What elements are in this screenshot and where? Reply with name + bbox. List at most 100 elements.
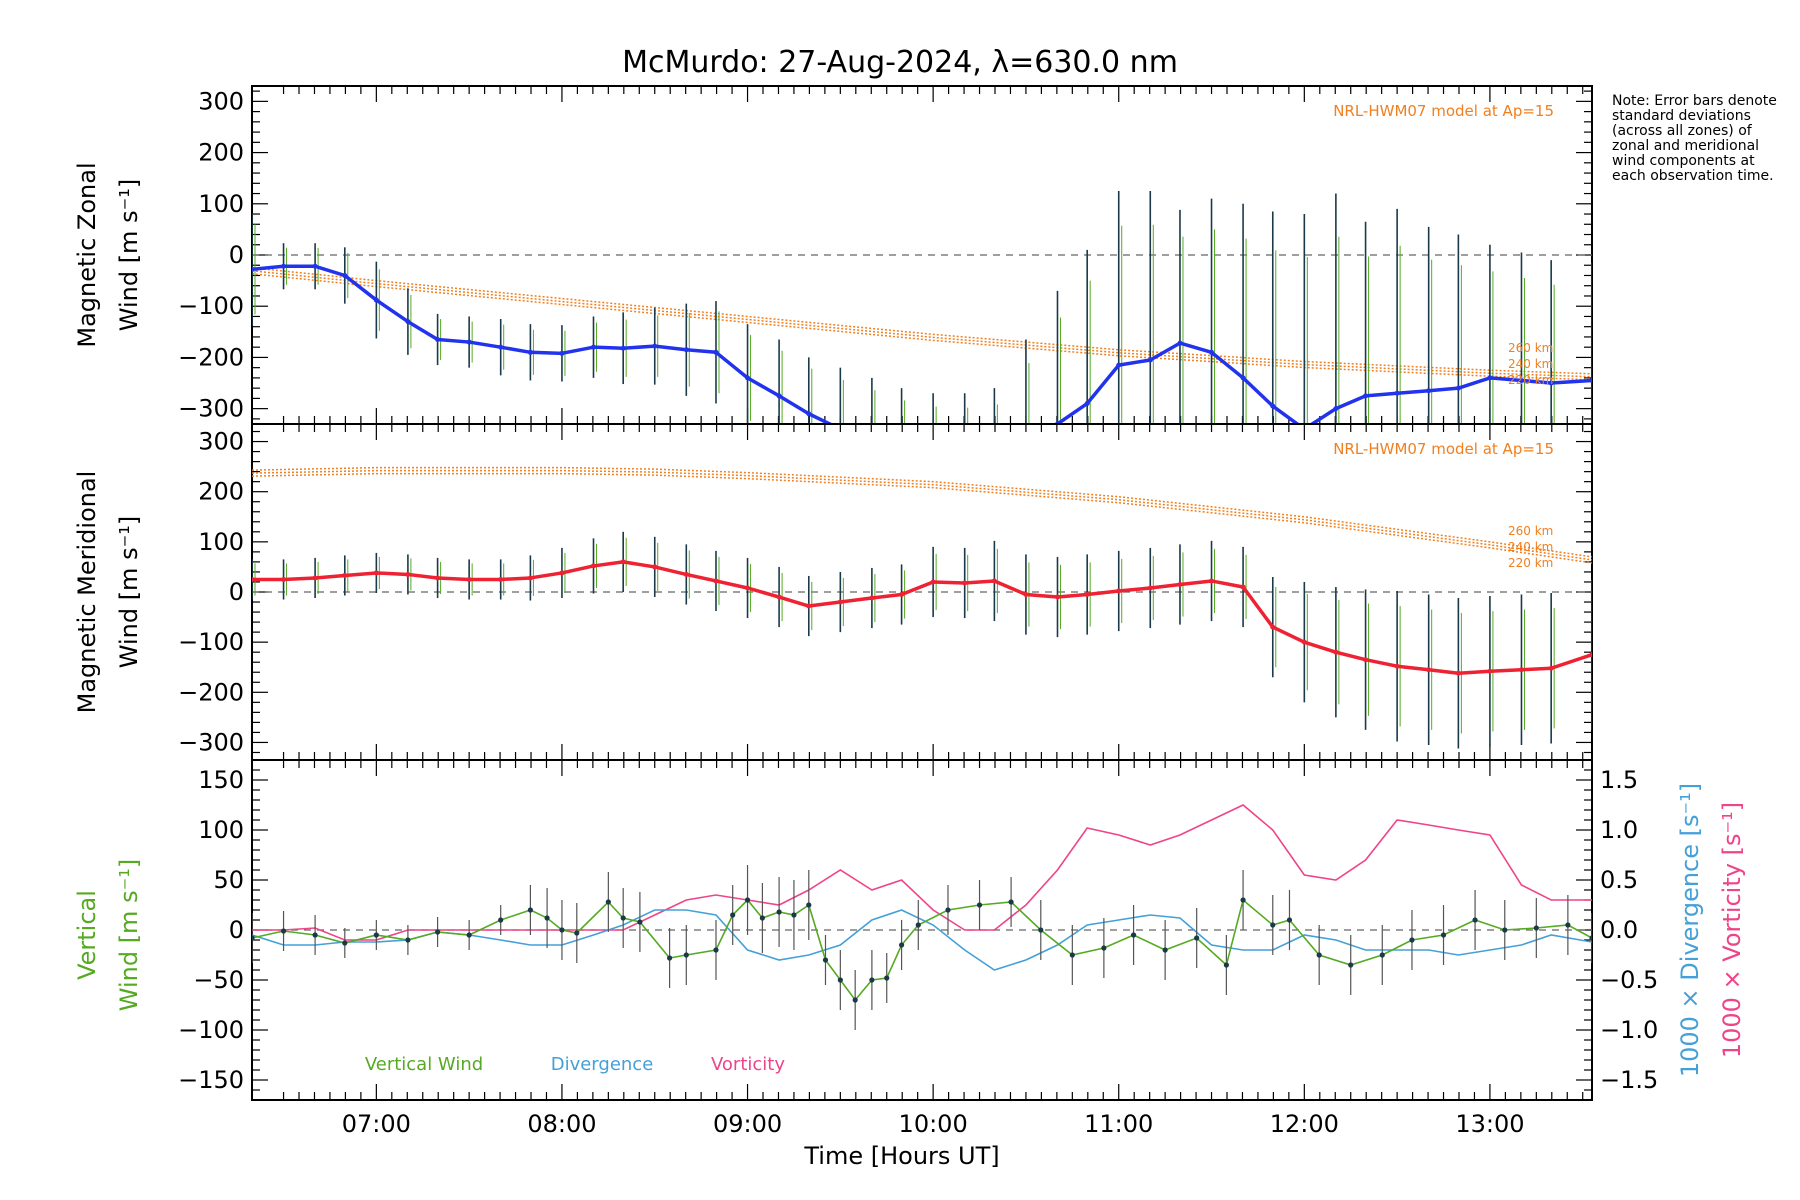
- data-point: [884, 975, 890, 981]
- x-tick-label: 12:00: [1270, 1110, 1339, 1138]
- data-point: [637, 919, 643, 925]
- panel-zonal: 300 200 100 0 −100 −200 −300 Magnetic Zonal Wind…: [73, 85, 1593, 460]
- data-point: [1394, 663, 1400, 669]
- y2-tick-label: 1.0: [1600, 816, 1638, 844]
- data-point: [652, 343, 658, 349]
- data-point: [745, 375, 751, 381]
- y-tick-label: 300: [198, 87, 244, 115]
- data-point: [915, 922, 921, 928]
- data-point: [544, 915, 550, 921]
- data-point: [498, 344, 504, 350]
- data-point: [1487, 668, 1493, 674]
- data-point: [962, 580, 968, 586]
- y-tick-label: 50: [213, 866, 244, 894]
- data-point: [759, 915, 765, 921]
- data-point: [1533, 925, 1539, 931]
- data-point: [281, 263, 287, 269]
- model-curve-1: [252, 270, 1592, 378]
- data-point: [405, 319, 411, 325]
- data-point: [1209, 578, 1215, 584]
- data-point: [434, 929, 441, 935]
- y-tick-label: −300: [178, 395, 244, 423]
- data-point: [1565, 922, 1571, 928]
- y-tick-label: −200: [178, 678, 244, 706]
- data-point: [1194, 935, 1200, 941]
- y-tick-label: −100: [178, 292, 244, 320]
- y-axis-label: Wind [m s⁻¹]: [115, 516, 143, 668]
- data-point: [776, 909, 782, 915]
- data-point: [837, 977, 843, 983]
- data-point: [1023, 455, 1028, 460]
- data-point: [1316, 952, 1322, 958]
- data-point: [435, 575, 441, 581]
- data-point: [1379, 952, 1385, 958]
- data-point: [791, 912, 797, 918]
- y2-axis-label-vorticity: 1000 × Vorticity [s⁻¹]: [1718, 802, 1746, 1058]
- y-axis-label: Wind [m s⁻¹]: [115, 859, 143, 1011]
- data-point: [713, 578, 719, 584]
- data-point: [869, 595, 875, 601]
- y-tick-label: −300: [178, 728, 244, 756]
- data-point: [1116, 588, 1122, 594]
- data-point: [806, 603, 812, 609]
- data-point: [527, 575, 533, 581]
- data-point: [590, 344, 596, 350]
- data-point: [869, 437, 874, 442]
- y2-tick-label: −1.0: [1600, 1016, 1658, 1044]
- y-tick-label: −200: [178, 343, 244, 371]
- data-point: [991, 578, 997, 584]
- data-point: [1116, 362, 1122, 368]
- y-tick-label: −100: [178, 1016, 244, 1044]
- series-line-zonal: [252, 264, 1592, 424]
- data-point: [1589, 652, 1592, 658]
- model-label: NRL-HWM07 model at Ap=15: [1333, 102, 1554, 120]
- data-point: [312, 932, 318, 938]
- data-point: [281, 576, 287, 582]
- data-point: [252, 576, 255, 582]
- data-point: [1240, 584, 1246, 590]
- data-point: [1589, 377, 1592, 383]
- y-tick-label: 0: [229, 578, 244, 606]
- data-point: [899, 592, 905, 598]
- y2-tick-label: −0.5: [1600, 966, 1658, 994]
- data-point: [1130, 932, 1137, 938]
- data-point: [312, 263, 318, 269]
- data-point: [1455, 385, 1461, 391]
- error-bar-note: Note: Error bars denote standard deviati…: [1612, 93, 1777, 184]
- data-point: [527, 349, 533, 355]
- data-point: [620, 915, 626, 921]
- legend-divergence: Divergence: [551, 1054, 654, 1075]
- y-tick-label: 100: [198, 528, 244, 556]
- y-axis-label: Magnetic Meridional: [73, 471, 101, 714]
- plot-area: [252, 466, 1592, 749]
- data-point: [405, 937, 411, 943]
- series-line-meridional: [252, 560, 1592, 675]
- data-point: [976, 902, 983, 908]
- data-point: [1209, 349, 1215, 355]
- y-tick-label: 100: [198, 190, 244, 218]
- data-point: [466, 339, 472, 345]
- data-point: [744, 897, 751, 903]
- data-point: [373, 932, 379, 938]
- legend-vorticity: Vorticity: [711, 1054, 785, 1075]
- plot-area: [252, 804, 1592, 1030]
- data-point: [1008, 899, 1014, 905]
- data-point: [620, 559, 626, 565]
- x-tick-label: 07:00: [342, 1110, 411, 1138]
- chart-title: McMurdo: 27-Aug-2024, λ=630.0 nm: [622, 45, 1178, 80]
- data-point: [1038, 927, 1044, 933]
- data-point: [713, 349, 719, 355]
- legend-vertical-wind: Vertical Wind: [365, 1054, 483, 1075]
- y-axis-label: Magnetic Zonal: [73, 162, 101, 347]
- data-point: [1270, 624, 1276, 630]
- data-point: [1455, 670, 1461, 676]
- data-point: [1101, 945, 1107, 951]
- data-point: [1487, 375, 1493, 381]
- model-altitude-label: 220 km: [1508, 373, 1553, 387]
- data-point: [776, 393, 782, 399]
- data-point: [899, 447, 904, 452]
- data-point: [252, 266, 255, 272]
- data-point: [1472, 917, 1478, 923]
- y2-tick-label: 1.5: [1600, 766, 1638, 794]
- data-point: [837, 599, 843, 605]
